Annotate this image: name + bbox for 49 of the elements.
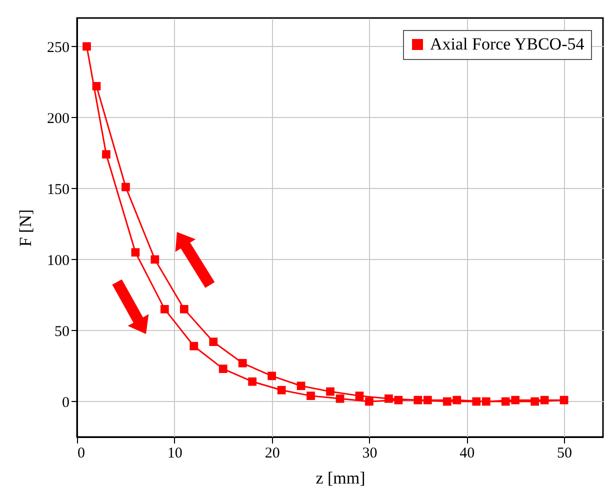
point bbox=[540, 396, 549, 404]
point bbox=[423, 396, 432, 404]
point bbox=[277, 386, 286, 394]
point bbox=[268, 372, 276, 380]
point bbox=[238, 358, 247, 368]
y-tick-label: 0 bbox=[62, 394, 70, 411]
point bbox=[82, 42, 91, 51]
x-tick-label: 10 bbox=[167, 446, 182, 462]
point bbox=[160, 304, 169, 314]
point bbox=[414, 396, 422, 404]
point bbox=[336, 394, 344, 403]
x-tick-label: 30 bbox=[362, 446, 378, 462]
point bbox=[122, 182, 130, 192]
point bbox=[501, 397, 510, 406]
point bbox=[530, 397, 539, 406]
point bbox=[472, 397, 481, 406]
point bbox=[248, 377, 257, 386]
point bbox=[452, 396, 462, 404]
x-tick-label: 40 bbox=[460, 446, 475, 462]
point bbox=[209, 338, 218, 346]
point bbox=[482, 397, 490, 406]
point bbox=[180, 304, 188, 314]
point bbox=[306, 392, 315, 400]
y-tick-label: 100 bbox=[47, 252, 70, 269]
y-tick-label: 250 bbox=[47, 40, 70, 56]
point bbox=[442, 397, 452, 406]
point bbox=[190, 342, 198, 350]
point bbox=[92, 82, 101, 90]
point bbox=[296, 382, 306, 390]
y-tick-label: 50 bbox=[54, 324, 70, 340]
x-tick-label: 20 bbox=[264, 446, 280, 462]
x-tick-label: 50 bbox=[557, 446, 572, 462]
point bbox=[355, 392, 364, 400]
point bbox=[365, 397, 374, 406]
point bbox=[511, 396, 520, 404]
point bbox=[384, 394, 393, 403]
point bbox=[102, 150, 110, 159]
point bbox=[326, 387, 334, 396]
point bbox=[150, 255, 160, 264]
point bbox=[218, 364, 228, 374]
point bbox=[394, 396, 403, 404]
y-axis-title: F [N] bbox=[16, 209, 35, 247]
legend-label: Axial Force YBCO-54 bbox=[430, 34, 585, 54]
x-tick-label: 0 bbox=[78, 446, 85, 462]
point bbox=[560, 396, 568, 404]
y-tick-label: 150 bbox=[47, 182, 70, 198]
x-axis-title: z [mm] bbox=[316, 468, 366, 488]
y-tick-label: 200 bbox=[47, 110, 70, 127]
point bbox=[131, 248, 140, 257]
